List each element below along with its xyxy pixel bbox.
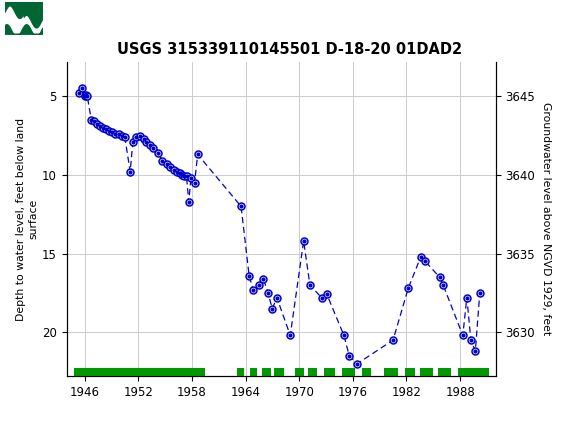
Bar — [308, 368, 317, 377]
Bar — [420, 368, 433, 377]
Bar — [405, 368, 415, 377]
Bar — [250, 368, 257, 377]
Bar — [237, 368, 244, 377]
Text: USGS 315339110145501 D-18-20 01DAD2: USGS 315339110145501 D-18-20 01DAD2 — [117, 42, 463, 57]
Bar — [342, 368, 354, 377]
Text: USGS: USGS — [78, 10, 133, 28]
Y-axis label: Depth to water level, feet below land
surface: Depth to water level, feet below land su… — [16, 117, 38, 320]
Bar — [324, 368, 335, 377]
Bar — [274, 368, 284, 377]
Y-axis label: Groundwater level above NGVD 1929, feet: Groundwater level above NGVD 1929, feet — [541, 102, 551, 335]
Bar — [458, 368, 489, 377]
Bar — [362, 368, 371, 377]
Bar — [4, 3, 72, 35]
Legend: Period of approved data: Period of approved data — [160, 428, 351, 430]
Bar — [384, 368, 397, 377]
Bar — [438, 368, 451, 377]
Bar — [295, 368, 304, 377]
Bar — [74, 368, 205, 377]
Bar — [262, 368, 271, 377]
